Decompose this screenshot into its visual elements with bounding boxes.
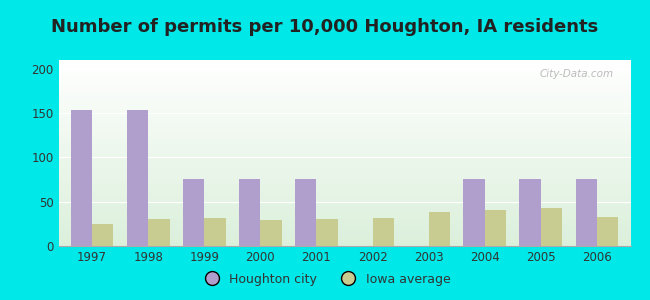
Bar [204, 218, 226, 246]
Bar [597, 217, 618, 246]
Bar [92, 224, 114, 246]
Bar [541, 208, 562, 246]
Bar [463, 179, 485, 246]
Bar [127, 110, 148, 246]
Bar [148, 219, 170, 246]
Bar [183, 179, 204, 246]
Bar [372, 218, 394, 246]
Text: Number of permits per 10,000 Houghton, IA residents: Number of permits per 10,000 Houghton, I… [51, 18, 599, 36]
Legend: Houghton city, Iowa average: Houghton city, Iowa average [194, 268, 456, 291]
Bar [317, 219, 338, 246]
Bar [239, 179, 261, 246]
Bar [485, 210, 506, 246]
Bar [71, 110, 92, 246]
Bar [519, 179, 541, 246]
Text: City-Data.com: City-Data.com [540, 69, 614, 79]
Bar [261, 220, 281, 246]
Bar [575, 179, 597, 246]
Bar [295, 179, 317, 246]
Bar [428, 212, 450, 246]
